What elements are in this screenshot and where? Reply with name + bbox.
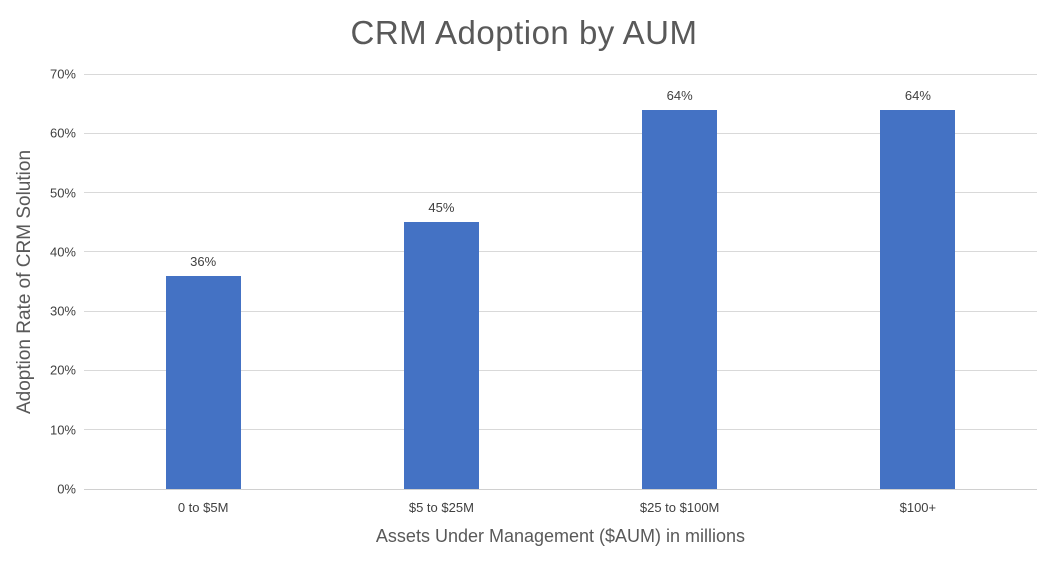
x-category-label: 0 to $5M bbox=[177, 500, 229, 515]
y-tick-label: 70% bbox=[49, 66, 76, 82]
bar-100 bbox=[880, 109, 956, 489]
bar-5-to-25m bbox=[403, 222, 479, 489]
y-tick-label: 10% bbox=[49, 422, 76, 438]
bar-0-to-5m bbox=[165, 275, 241, 489]
y-tick-label: 50% bbox=[49, 185, 76, 201]
x-category-label: $100+ bbox=[899, 500, 937, 515]
bar-value-label: 45% bbox=[428, 200, 455, 216]
gridline bbox=[84, 310, 1037, 312]
y-tick-label: 20% bbox=[49, 362, 76, 378]
chart-title: CRM Adoption by AUM bbox=[350, 14, 698, 51]
gridline bbox=[84, 429, 1037, 431]
plot-area bbox=[84, 73, 1037, 490]
y-tick-label: 0% bbox=[57, 481, 76, 497]
gridline bbox=[84, 73, 1037, 75]
gridline bbox=[84, 251, 1037, 253]
x-axis-line bbox=[84, 489, 1037, 490]
y-tick-label: 40% bbox=[49, 244, 76, 260]
gridline bbox=[84, 369, 1037, 371]
bar-25-to-100m bbox=[642, 109, 718, 489]
x-category-label: $25 to $100M bbox=[639, 500, 720, 515]
y-tick-label: 60% bbox=[49, 125, 76, 141]
gridline bbox=[84, 192, 1037, 194]
bar-value-label: 36% bbox=[190, 253, 217, 269]
bar-value-label: 64% bbox=[666, 87, 693, 103]
x-category-label: $5 to $25M bbox=[408, 500, 474, 515]
y-tick-label: 30% bbox=[49, 303, 76, 319]
x-axis-title: Assets Under Management ($AUM) in millio… bbox=[375, 526, 746, 546]
bar-value-label: 64% bbox=[904, 87, 931, 103]
gridline bbox=[84, 132, 1037, 134]
